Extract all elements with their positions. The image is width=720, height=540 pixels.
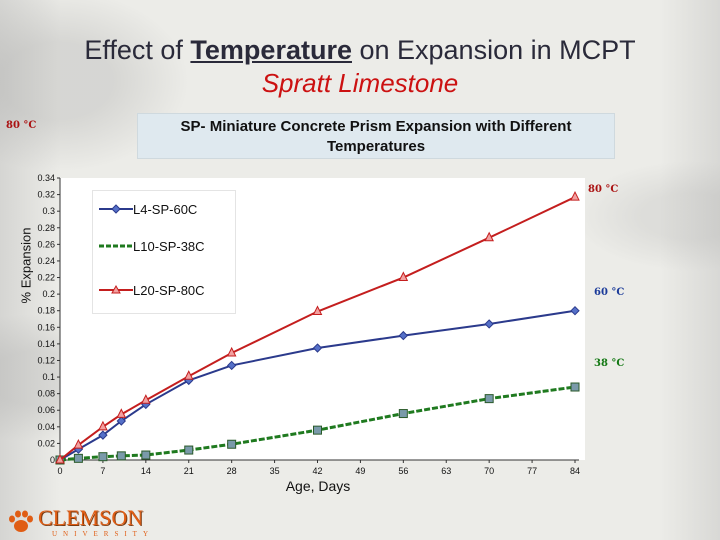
title-emphasis: Temperature bbox=[190, 35, 352, 65]
x-axis-label: Age, Days bbox=[285, 478, 351, 494]
data-point bbox=[570, 382, 580, 392]
data-point bbox=[184, 445, 194, 455]
data-point bbox=[398, 271, 409, 282]
y-tick-label: 0.06 bbox=[37, 405, 55, 415]
x-tick-label: 35 bbox=[270, 466, 280, 476]
data-point bbox=[183, 370, 194, 380]
annotation-60c-end: 60 °C bbox=[594, 287, 625, 298]
square-marker-icon bbox=[99, 244, 133, 248]
legend-label-80c: L20-SP-80C bbox=[133, 283, 205, 298]
data-point bbox=[116, 416, 127, 426]
y-tick-label: 0.3 bbox=[42, 206, 55, 216]
annotation-80c-top-left: 80 °C bbox=[6, 120, 37, 131]
y-tick-label: 0 bbox=[50, 455, 55, 465]
y-tick-label: 0.14 bbox=[37, 339, 55, 349]
data-point bbox=[116, 451, 126, 461]
triangle-marker-icon bbox=[99, 284, 133, 294]
x-tick-label: 21 bbox=[184, 466, 194, 476]
slide-title: Effect of Temperature on Expansion in MC… bbox=[84, 35, 636, 65]
y-tick-label: 0.18 bbox=[37, 306, 55, 316]
y-tick-label: 0.04 bbox=[37, 422, 55, 432]
annotation-38c-end: 38 °C bbox=[594, 358, 625, 369]
data-point bbox=[398, 409, 408, 419]
logo-wordmark: CLEMSON bbox=[38, 505, 144, 530]
x-tick-label: 0 bbox=[57, 466, 62, 476]
data-point bbox=[226, 346, 237, 357]
y-tick-label: 0.12 bbox=[37, 355, 55, 365]
annotation-80c-end: 80 °C bbox=[588, 184, 619, 195]
series-line-L10-SP-38C bbox=[59, 385, 576, 462]
data-point bbox=[484, 394, 494, 404]
data-point bbox=[226, 360, 237, 371]
chart-title: SP- Miniature Concrete Prism Expansion w… bbox=[137, 113, 615, 159]
y-tick-label: 0.22 bbox=[37, 273, 55, 283]
y-tick-label: 0.08 bbox=[37, 389, 55, 399]
legend-label-60c: L4-SP-60C bbox=[133, 202, 198, 217]
x-tick-label: 70 bbox=[484, 466, 494, 476]
data-point bbox=[141, 394, 151, 404]
y-tick-label: 0.24 bbox=[37, 256, 55, 266]
y-tick-label: 0.34 bbox=[37, 173, 55, 183]
data-point bbox=[312, 343, 323, 353]
data-point bbox=[570, 190, 580, 201]
y-tick-label: 0.28 bbox=[37, 223, 55, 233]
logo-subtext: UNIVERSITY bbox=[52, 530, 154, 538]
data-point bbox=[73, 438, 84, 449]
data-point bbox=[313, 425, 322, 435]
y-tick-label: 0.26 bbox=[37, 239, 55, 249]
data-point bbox=[312, 305, 323, 316]
y-tick-label: 0.16 bbox=[37, 322, 55, 332]
data-point bbox=[570, 305, 580, 316]
data-point bbox=[98, 452, 108, 462]
series-line-L4-SP-60C bbox=[59, 309, 576, 461]
x-tick-label: 14 bbox=[141, 466, 151, 476]
x-tick-label: 63 bbox=[441, 466, 451, 476]
x-tick-label: 7 bbox=[100, 466, 105, 476]
x-tick-label: 56 bbox=[398, 466, 408, 476]
data-point bbox=[141, 450, 151, 460]
y-tick-label: 0.02 bbox=[37, 438, 55, 448]
y-axis-label: % Expansion bbox=[18, 227, 34, 304]
data-point bbox=[55, 453, 65, 464]
y-tick-label: 0.2 bbox=[42, 289, 55, 299]
tiger-paw-icon bbox=[9, 510, 33, 532]
data-point bbox=[398, 330, 409, 341]
data-point bbox=[484, 319, 494, 329]
clemson-logo: CLEMSON UNIVERSITY bbox=[0, 500, 165, 540]
data-point bbox=[484, 231, 494, 242]
data-point bbox=[98, 430, 108, 440]
data-point bbox=[98, 420, 108, 431]
x-tick-label: 42 bbox=[312, 466, 322, 476]
x-tick-label: 84 bbox=[570, 466, 580, 476]
y-tick-label: 0.1 bbox=[42, 372, 55, 382]
data-point bbox=[73, 453, 83, 463]
y-tick-label: 0.32 bbox=[37, 190, 55, 200]
slide-subtitle: Spratt Limestone bbox=[261, 68, 459, 98]
x-tick-label: 28 bbox=[227, 466, 237, 476]
data-point bbox=[227, 439, 237, 449]
chart-legend: L4-SP-60C L10-SP-38C L20-SP-80C bbox=[92, 190, 236, 314]
x-tick-label: 77 bbox=[527, 466, 537, 476]
data-point bbox=[116, 408, 127, 418]
diamond-marker-icon bbox=[99, 204, 133, 214]
x-tick-label: 49 bbox=[355, 466, 365, 476]
legend-label-38c: L10-SP-38C bbox=[133, 239, 205, 254]
